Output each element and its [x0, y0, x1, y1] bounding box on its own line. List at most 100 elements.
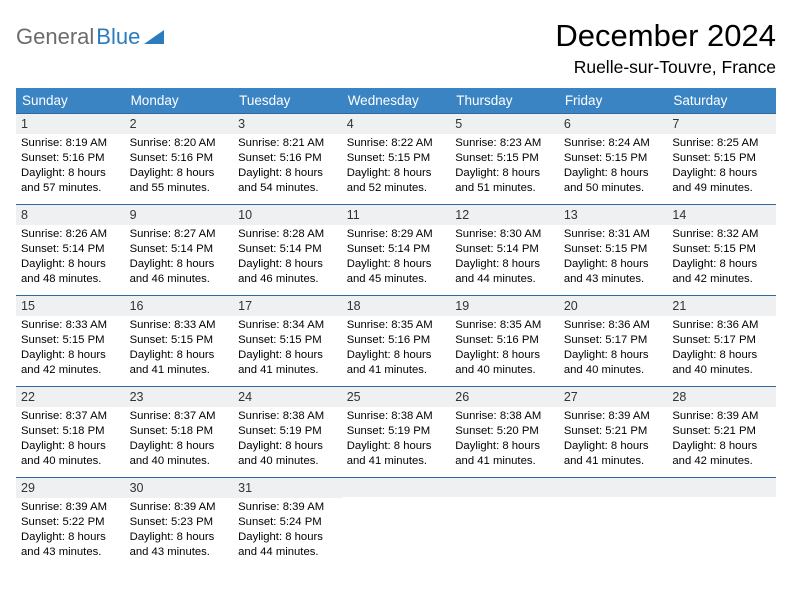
day-number: 24 [233, 387, 342, 407]
calendar-day-cell: 24Sunrise: 8:38 AMSunset: 5:19 PMDayligh… [233, 387, 342, 478]
day-number [559, 478, 668, 497]
day-number: 17 [233, 296, 342, 316]
day-number: 30 [125, 478, 234, 498]
header: GeneralBlue December 2024 Ruelle-sur-Tou… [16, 18, 776, 78]
calendar-day-cell: 10Sunrise: 8:28 AMSunset: 5:14 PMDayligh… [233, 205, 342, 296]
calendar-day-cell: 23Sunrise: 8:37 AMSunset: 5:18 PMDayligh… [125, 387, 234, 478]
calendar-day-cell: 12Sunrise: 8:30 AMSunset: 5:14 PMDayligh… [450, 205, 559, 296]
calendar-day-cell: 2Sunrise: 8:20 AMSunset: 5:16 PMDaylight… [125, 114, 234, 205]
calendar-day-cell: 16Sunrise: 8:33 AMSunset: 5:15 PMDayligh… [125, 296, 234, 387]
day-details: Sunrise: 8:25 AMSunset: 5:15 PMDaylight:… [667, 134, 776, 200]
calendar-day-cell: 14Sunrise: 8:32 AMSunset: 5:15 PMDayligh… [667, 205, 776, 296]
day-number: 10 [233, 205, 342, 225]
calendar-week-row: 1Sunrise: 8:19 AMSunset: 5:16 PMDaylight… [16, 114, 776, 205]
day-number: 6 [559, 114, 668, 134]
day-number: 12 [450, 205, 559, 225]
day-number: 21 [667, 296, 776, 316]
calendar-day-cell: 21Sunrise: 8:36 AMSunset: 5:17 PMDayligh… [667, 296, 776, 387]
calendar-day-cell: 20Sunrise: 8:36 AMSunset: 5:17 PMDayligh… [559, 296, 668, 387]
day-details: Sunrise: 8:39 AMSunset: 5:21 PMDaylight:… [667, 407, 776, 473]
day-details: Sunrise: 8:38 AMSunset: 5:19 PMDaylight:… [342, 407, 451, 473]
weekday-header: Friday [559, 88, 668, 114]
calendar-day-cell: 6Sunrise: 8:24 AMSunset: 5:15 PMDaylight… [559, 114, 668, 205]
day-details: Sunrise: 8:33 AMSunset: 5:15 PMDaylight:… [16, 316, 125, 382]
day-details: Sunrise: 8:29 AMSunset: 5:14 PMDaylight:… [342, 225, 451, 291]
calendar-day-cell: 29Sunrise: 8:39 AMSunset: 5:22 PMDayligh… [16, 478, 125, 569]
day-number: 18 [342, 296, 451, 316]
day-number: 5 [450, 114, 559, 134]
day-details: Sunrise: 8:37 AMSunset: 5:18 PMDaylight:… [16, 407, 125, 473]
logo: GeneralBlue [16, 18, 164, 50]
calendar-day-cell: 11Sunrise: 8:29 AMSunset: 5:14 PMDayligh… [342, 205, 451, 296]
day-details: Sunrise: 8:36 AMSunset: 5:17 PMDaylight:… [559, 316, 668, 382]
calendar-day-cell: 7Sunrise: 8:25 AMSunset: 5:15 PMDaylight… [667, 114, 776, 205]
day-number: 9 [125, 205, 234, 225]
weekday-header: Sunday [16, 88, 125, 114]
day-details: Sunrise: 8:31 AMSunset: 5:15 PMDaylight:… [559, 225, 668, 291]
weekday-header-row: Sunday Monday Tuesday Wednesday Thursday… [16, 88, 776, 114]
weekday-header: Tuesday [233, 88, 342, 114]
calendar-day-cell: 17Sunrise: 8:34 AMSunset: 5:15 PMDayligh… [233, 296, 342, 387]
calendar-day-cell: 30Sunrise: 8:39 AMSunset: 5:23 PMDayligh… [125, 478, 234, 569]
day-details: Sunrise: 8:35 AMSunset: 5:16 PMDaylight:… [342, 316, 451, 382]
day-number [667, 478, 776, 497]
calendar-day-cell: 19Sunrise: 8:35 AMSunset: 5:16 PMDayligh… [450, 296, 559, 387]
day-details: Sunrise: 8:35 AMSunset: 5:16 PMDaylight:… [450, 316, 559, 382]
weekday-header: Saturday [667, 88, 776, 114]
title-block: December 2024 Ruelle-sur-Touvre, France [555, 18, 776, 78]
calendar-day-cell: 18Sunrise: 8:35 AMSunset: 5:16 PMDayligh… [342, 296, 451, 387]
calendar-day-cell [559, 478, 668, 569]
day-details: Sunrise: 8:24 AMSunset: 5:15 PMDaylight:… [559, 134, 668, 200]
logo-text-general: General [16, 24, 94, 50]
day-number: 8 [16, 205, 125, 225]
calendar-day-cell: 1Sunrise: 8:19 AMSunset: 5:16 PMDaylight… [16, 114, 125, 205]
day-number [450, 478, 559, 497]
logo-triangle-icon [144, 24, 164, 50]
day-number: 27 [559, 387, 668, 407]
day-number: 7 [667, 114, 776, 134]
day-details: Sunrise: 8:39 AMSunset: 5:24 PMDaylight:… [233, 498, 342, 564]
calendar-day-cell: 22Sunrise: 8:37 AMSunset: 5:18 PMDayligh… [16, 387, 125, 478]
day-details: Sunrise: 8:36 AMSunset: 5:17 PMDaylight:… [667, 316, 776, 382]
day-number: 13 [559, 205, 668, 225]
calendar-day-cell [342, 478, 451, 569]
calendar-day-cell: 4Sunrise: 8:22 AMSunset: 5:15 PMDaylight… [342, 114, 451, 205]
day-number: 1 [16, 114, 125, 134]
calendar-week-row: 22Sunrise: 8:37 AMSunset: 5:18 PMDayligh… [16, 387, 776, 478]
day-number: 29 [16, 478, 125, 498]
calendar-day-cell [450, 478, 559, 569]
calendar-day-cell: 8Sunrise: 8:26 AMSunset: 5:14 PMDaylight… [16, 205, 125, 296]
day-details: Sunrise: 8:39 AMSunset: 5:23 PMDaylight:… [125, 498, 234, 564]
day-number: 22 [16, 387, 125, 407]
day-number: 23 [125, 387, 234, 407]
day-number: 15 [16, 296, 125, 316]
calendar-day-cell: 5Sunrise: 8:23 AMSunset: 5:15 PMDaylight… [450, 114, 559, 205]
day-number: 26 [450, 387, 559, 407]
calendar-day-cell: 15Sunrise: 8:33 AMSunset: 5:15 PMDayligh… [16, 296, 125, 387]
day-details: Sunrise: 8:20 AMSunset: 5:16 PMDaylight:… [125, 134, 234, 200]
calendar-table: Sunday Monday Tuesday Wednesday Thursday… [16, 88, 776, 569]
day-details: Sunrise: 8:21 AMSunset: 5:16 PMDaylight:… [233, 134, 342, 200]
day-details: Sunrise: 8:34 AMSunset: 5:15 PMDaylight:… [233, 316, 342, 382]
calendar-day-cell: 26Sunrise: 8:38 AMSunset: 5:20 PMDayligh… [450, 387, 559, 478]
day-details: Sunrise: 8:27 AMSunset: 5:14 PMDaylight:… [125, 225, 234, 291]
weekday-header: Thursday [450, 88, 559, 114]
calendar-day-cell: 13Sunrise: 8:31 AMSunset: 5:15 PMDayligh… [559, 205, 668, 296]
weekday-header: Monday [125, 88, 234, 114]
day-number: 2 [125, 114, 234, 134]
day-details: Sunrise: 8:33 AMSunset: 5:15 PMDaylight:… [125, 316, 234, 382]
calendar-day-cell: 3Sunrise: 8:21 AMSunset: 5:16 PMDaylight… [233, 114, 342, 205]
day-details: Sunrise: 8:38 AMSunset: 5:20 PMDaylight:… [450, 407, 559, 473]
weekday-header: Wednesday [342, 88, 451, 114]
day-number: 31 [233, 478, 342, 498]
day-details: Sunrise: 8:22 AMSunset: 5:15 PMDaylight:… [342, 134, 451, 200]
day-number: 19 [450, 296, 559, 316]
day-number: 25 [342, 387, 451, 407]
month-title: December 2024 [555, 18, 776, 54]
day-details: Sunrise: 8:26 AMSunset: 5:14 PMDaylight:… [16, 225, 125, 291]
day-details: Sunrise: 8:28 AMSunset: 5:14 PMDaylight:… [233, 225, 342, 291]
day-details: Sunrise: 8:32 AMSunset: 5:15 PMDaylight:… [667, 225, 776, 291]
day-details: Sunrise: 8:19 AMSunset: 5:16 PMDaylight:… [16, 134, 125, 200]
day-details: Sunrise: 8:30 AMSunset: 5:14 PMDaylight:… [450, 225, 559, 291]
day-details: Sunrise: 8:23 AMSunset: 5:15 PMDaylight:… [450, 134, 559, 200]
